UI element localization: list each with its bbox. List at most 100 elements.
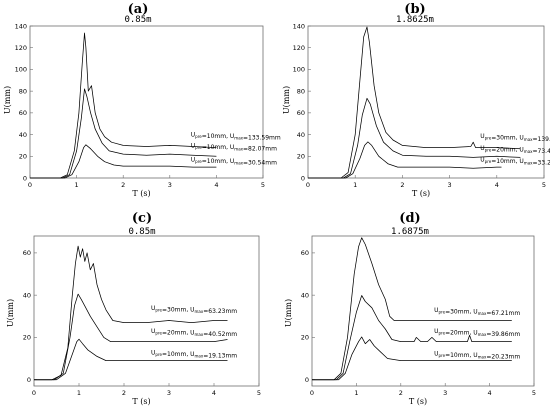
x-tick-label: 2 xyxy=(400,181,404,189)
y-tick-label: 40 xyxy=(23,291,31,299)
annotation-subscript: max xyxy=(478,354,487,359)
y-tick-label: 40 xyxy=(19,131,27,139)
y-axis-label: U(mm) xyxy=(282,86,291,114)
annotation-text: U xyxy=(480,145,484,152)
y-axis-label: U(mm) xyxy=(284,299,293,327)
series-annotation-2: Upre=20mm, Umax=40.52mm xyxy=(151,328,237,338)
annotation-subscript: pre xyxy=(485,135,492,140)
y-tick-label: 100 xyxy=(15,66,27,74)
panel-letter: (b) xyxy=(404,2,425,17)
x-axis-label: T (s) xyxy=(132,397,150,406)
annotation-subscript: pre xyxy=(485,147,492,152)
annotation-text: =20mm, U xyxy=(162,330,195,337)
annotation-text: =63.23mm xyxy=(203,308,237,315)
series-line-3 xyxy=(312,336,512,381)
annotation-text: U xyxy=(480,133,484,140)
y-tick-label: 80 xyxy=(297,87,305,95)
y-tick-label: 0 xyxy=(301,174,305,182)
y-tick-label: 0 xyxy=(27,376,31,384)
y-tick-label: 120 xyxy=(15,44,27,52)
x-tick-label: 1 xyxy=(353,181,357,189)
annotation-text: =20mm, U xyxy=(445,330,478,337)
series-annotation-2: Upre=20mm, Umax=39.86mm xyxy=(434,328,520,338)
annotation-text: U xyxy=(434,307,438,314)
y-axis-label: U(mm) xyxy=(3,86,12,114)
y-tick-label: 40 xyxy=(301,291,309,299)
plot-frame xyxy=(311,235,535,387)
annotation-text: =10mm, U xyxy=(202,158,235,165)
series-annotation-1: Upre=10mm, Umax=133.59mm xyxy=(191,132,281,142)
x-tick-label: 4 xyxy=(495,181,499,189)
annotation-subscript: pre xyxy=(195,134,202,139)
annotation-text: U xyxy=(191,143,195,150)
x-tick-label: 0 xyxy=(310,389,314,397)
annotation-text: =20.23mm xyxy=(486,353,520,360)
annotation-text: U xyxy=(480,157,484,164)
annotation-text: U xyxy=(151,305,155,312)
y-tick-label: 140 xyxy=(15,22,27,30)
x-tick-label: 0 xyxy=(306,181,310,189)
series-annotation-2: Upre=10mm, Umax=82.07mm xyxy=(191,143,277,153)
annotation-subscript: max xyxy=(524,161,533,166)
annotation-text: U xyxy=(151,349,155,356)
chart-panel-2: (b)1.8625m 0 1 2 3 4 5 0 20 40 60 80 100 120 140 T (s) U… xyxy=(282,2,550,198)
x-tick-label: 0 xyxy=(28,181,32,189)
plot-frame xyxy=(307,25,545,179)
x-tick-label: 2 xyxy=(399,389,403,397)
annotation-subscript: pre xyxy=(439,310,446,315)
series-line-1 xyxy=(308,26,521,179)
series-line-1 xyxy=(312,237,512,381)
x-tick-label: 5 xyxy=(257,389,261,397)
annotation-text: =30mm, U xyxy=(162,306,195,313)
series-line-2 xyxy=(34,293,228,381)
chart-title: 1.6875m xyxy=(391,227,429,237)
annotation-text: =10mm, U xyxy=(445,352,478,359)
annotation-subscript: pre xyxy=(485,159,492,164)
y-tick-label: 40 xyxy=(297,131,305,139)
annotation-text: =10mm, U xyxy=(202,144,235,151)
annotation-subscript: max xyxy=(234,147,243,152)
annotation-text: =10mm, U xyxy=(491,158,524,165)
x-tick-label: 4 xyxy=(214,181,218,189)
series-line-2 xyxy=(312,295,512,381)
x-tick-label: 4 xyxy=(488,389,492,397)
annotation-subscript: max xyxy=(234,161,243,166)
x-tick-label: 1 xyxy=(75,181,79,189)
annotation-subscript: max xyxy=(478,311,487,316)
x-tick-label: 2 xyxy=(121,181,125,189)
annotation-text: =39.86mm xyxy=(486,331,520,338)
series-line-3 xyxy=(30,144,217,179)
annotation-text: =67.21mm xyxy=(486,310,520,317)
y-tick-label: 20 xyxy=(23,334,31,342)
annotation-subscript: pre xyxy=(439,353,446,358)
annotation-subscript: max xyxy=(234,136,243,141)
annotation-text: =10mm, U xyxy=(202,133,235,140)
annotation-subscript: pre xyxy=(155,352,162,357)
annotation-text: =20mm, U xyxy=(491,146,524,153)
x-tick-label: 1 xyxy=(77,389,81,397)
series-line-2 xyxy=(308,97,521,179)
series-line-1 xyxy=(34,245,228,381)
panel-letter: (c) xyxy=(132,211,152,226)
x-tick-label: 3 xyxy=(448,181,452,189)
x-axis-label: T (s) xyxy=(412,189,430,198)
y-tick-label: 0 xyxy=(305,376,309,384)
y-tick-label: 0 xyxy=(23,174,27,182)
x-tick-label: 5 xyxy=(532,389,536,397)
x-axis-label: T (s) xyxy=(132,189,150,198)
y-tick-label: 60 xyxy=(23,249,31,257)
y-axis-label: U(mm) xyxy=(6,299,15,327)
annotation-text: =30mm, U xyxy=(491,134,524,141)
annotation-text: U xyxy=(434,328,438,335)
panel-letter: (a) xyxy=(128,2,149,17)
x-tick-label: 5 xyxy=(261,181,265,189)
series-annotation-1: Upre=30mm, Umax=67.21mm xyxy=(434,307,520,317)
plot-frame xyxy=(33,235,260,387)
annotation-subscript: pre xyxy=(439,331,446,336)
series-line-2 xyxy=(30,88,217,179)
chart-panel-1: (a)0.85m 0 1 2 3 4 5 0 20 40 60 80 100 120 140 T (s) U(m… xyxy=(3,2,281,198)
y-tick-label: 20 xyxy=(19,153,27,161)
series-annotation-3: Upre=10mm, Umax=19.13mm xyxy=(151,349,237,359)
annotation-subscript: pre xyxy=(195,159,202,164)
